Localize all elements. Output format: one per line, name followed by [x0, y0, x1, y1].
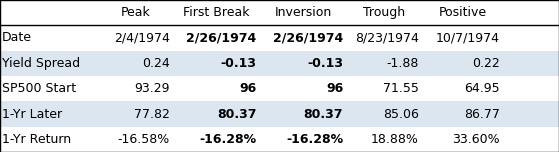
Bar	[0, 76, 559, 101]
Text: -1.88: -1.88	[386, 57, 419, 70]
Text: 85.06: 85.06	[383, 107, 419, 121]
Text: Date: Date	[2, 31, 32, 45]
Text: 0.22: 0.22	[472, 57, 500, 70]
Text: First Break: First Break	[183, 6, 250, 19]
Text: Trough: Trough	[363, 6, 405, 19]
Bar	[0, 101, 559, 127]
Text: 33.60%: 33.60%	[452, 133, 500, 146]
Text: SP500 Start: SP500 Start	[2, 82, 77, 95]
Text: 80.37: 80.37	[217, 107, 257, 121]
Text: 8/23/1974: 8/23/1974	[355, 31, 419, 45]
Text: -0.13: -0.13	[307, 57, 343, 70]
Text: Inversion: Inversion	[274, 6, 332, 19]
Text: 1-Yr Later: 1-Yr Later	[2, 107, 63, 121]
Text: 86.77: 86.77	[464, 107, 500, 121]
Bar	[0, 0, 559, 25]
Text: 96: 96	[326, 82, 343, 95]
Text: -0.13: -0.13	[221, 57, 257, 70]
Text: Peak: Peak	[121, 6, 150, 19]
Bar	[0, 51, 559, 76]
Text: 64.95: 64.95	[464, 82, 500, 95]
Bar	[0, 25, 559, 51]
Text: 10/7/1974: 10/7/1974	[436, 31, 500, 45]
Text: -16.28%: -16.28%	[200, 133, 257, 146]
Text: 0.24: 0.24	[142, 57, 170, 70]
Bar	[0, 127, 559, 152]
Text: 18.88%: 18.88%	[371, 133, 419, 146]
Text: 2/4/1974: 2/4/1974	[114, 31, 170, 45]
Text: Positive: Positive	[438, 6, 487, 19]
Text: 2/26/1974: 2/26/1974	[273, 31, 343, 45]
Text: -16.58%: -16.58%	[118, 133, 170, 146]
Text: 71.55: 71.55	[383, 82, 419, 95]
Text: 93.29: 93.29	[134, 82, 170, 95]
Text: 1-Yr Return: 1-Yr Return	[2, 133, 72, 146]
Text: 2/26/1974: 2/26/1974	[186, 31, 257, 45]
Text: -16.28%: -16.28%	[286, 133, 343, 146]
Text: 80.37: 80.37	[304, 107, 343, 121]
Text: Yield Spread: Yield Spread	[2, 57, 80, 70]
Text: 77.82: 77.82	[134, 107, 170, 121]
Text: 96: 96	[239, 82, 257, 95]
